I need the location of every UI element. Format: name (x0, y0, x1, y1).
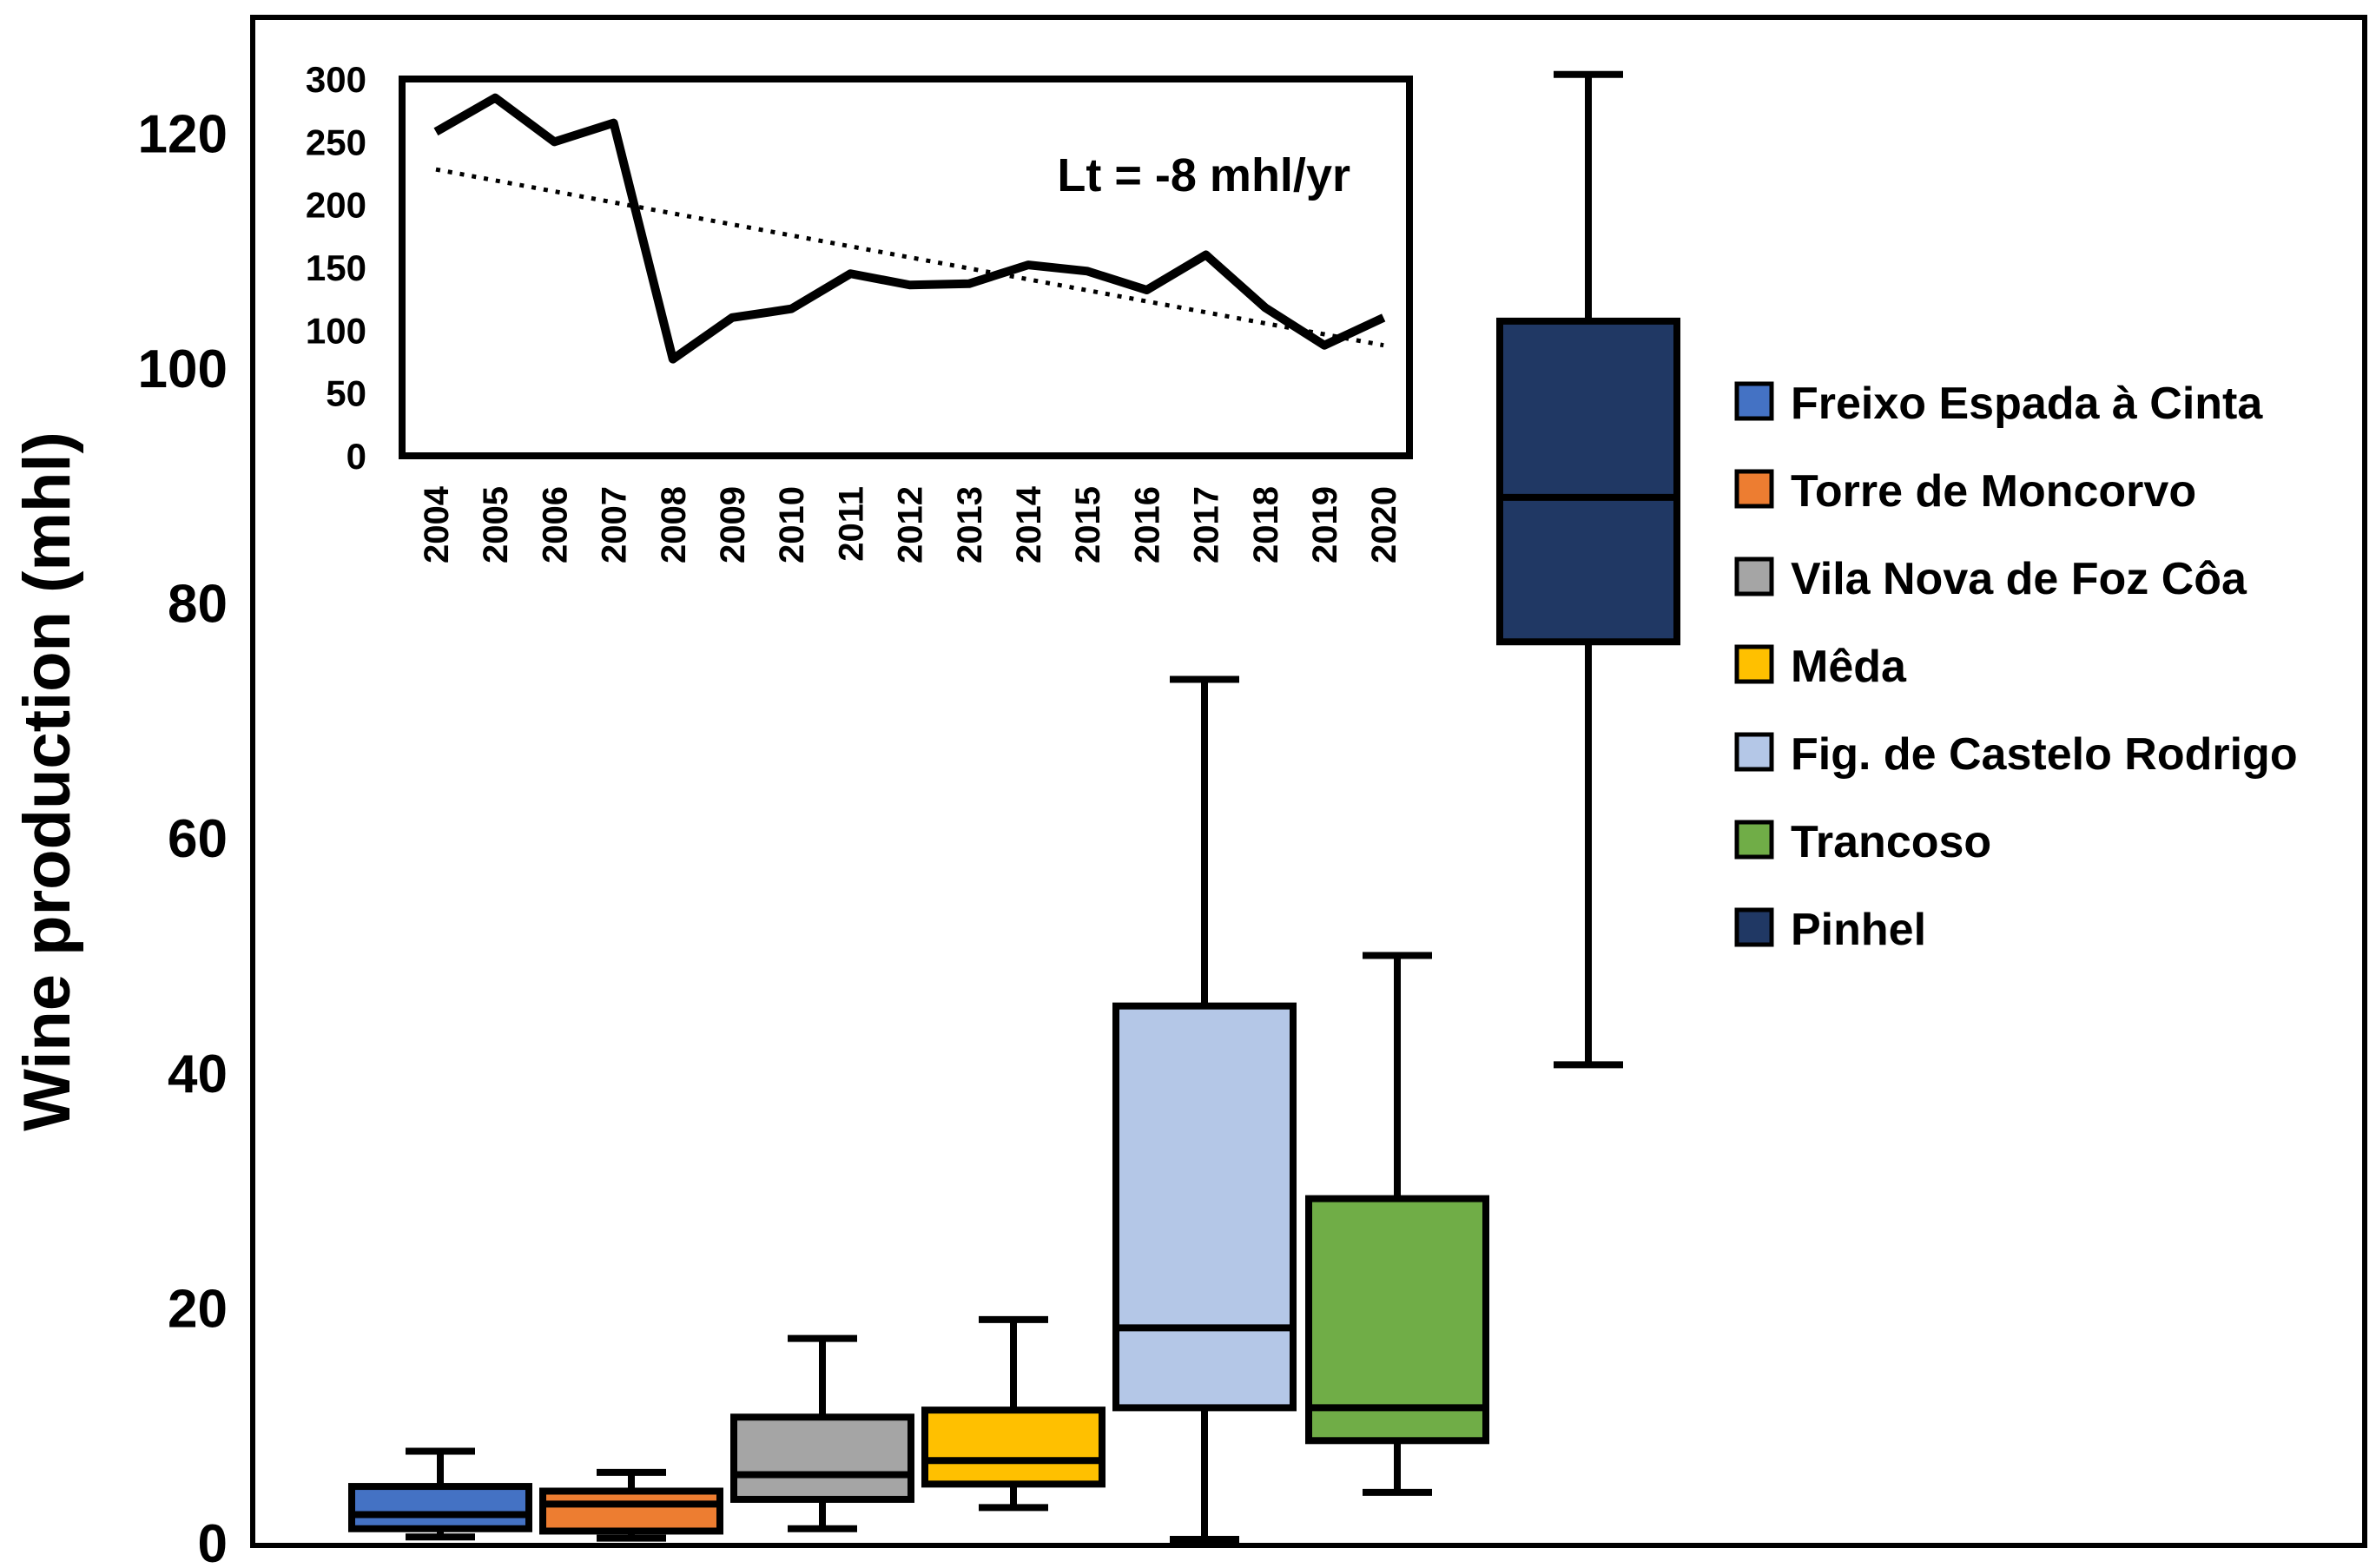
inset-x-tick-label: 2019 (1306, 486, 1344, 563)
legend: Freixo Espada à Cinta Torre de Moncorvo Vi… (1734, 379, 2298, 955)
box-plot-group (539, 1468, 723, 1542)
inset-x-tick-label: 2005 (477, 486, 515, 563)
inset-series-line (433, 93, 1386, 364)
inset-x-tick-label: 2006 (536, 486, 574, 563)
box-iqr (539, 1487, 723, 1535)
legend-swatch (1734, 644, 1774, 684)
box-plots (348, 70, 1680, 1543)
inset-x-tick-label: 2011 (832, 486, 870, 562)
box-plot-group (921, 1315, 1106, 1512)
legend-label: Fig. de Castelo Rodrigo (1791, 729, 2298, 780)
inset-x-tick-label: 2017 (1188, 486, 1226, 563)
inset-x-tick-label: 2004 (418, 485, 456, 563)
box-iqr (1305, 1195, 1489, 1445)
box-iqr (1112, 1002, 1297, 1412)
box-plot-group (348, 1447, 532, 1541)
inset-x-tick-label: 2018 (1247, 486, 1285, 563)
main-y-tick-label: 40 (168, 1044, 228, 1104)
main-y-tick-label: 0 (198, 1514, 228, 1568)
main-plot-frame (250, 15, 2367, 1548)
main-y-tick-label: 20 (168, 1279, 228, 1339)
box-plot-group (1305, 952, 1489, 1496)
inset-y-tick-label: 250 (306, 122, 366, 162)
inset-x-tick-label: 2015 (1069, 486, 1107, 563)
legend-label: Vila Nova de Foz Côa (1791, 554, 2247, 604)
inset-x-tick-label: 2014 (1010, 485, 1048, 563)
box-iqr (730, 1413, 914, 1503)
inset-x-tick-label: 2013 (951, 486, 989, 563)
legend-label: Trancoso (1791, 817, 1991, 867)
box-plot-group (1112, 675, 1297, 1543)
inset-y-axis: 0 50 100 150 200 250 300 (306, 59, 366, 477)
main-y-tick-label: 80 (168, 575, 228, 635)
inset-x-tick-label: 2010 (773, 486, 811, 563)
box-plot-group (1496, 70, 1680, 1069)
inset-y-tick-label: 150 (306, 247, 366, 288)
legend-swatch (1734, 469, 1774, 509)
legend-swatch (1734, 381, 1774, 421)
legend-swatch (1734, 732, 1774, 772)
inset-x-axis: 2004 2005 2006 2007 2008 2009 2010 2011 2012 2013… (418, 485, 1403, 563)
legend-label: Pinhel (1791, 905, 1926, 955)
inset-y-tick-label: 200 (306, 185, 366, 226)
inset-x-tick-label: 2009 (714, 486, 752, 563)
inset-x-tick-label: 2012 (892, 486, 930, 563)
main-y-tick-label: 60 (168, 809, 228, 869)
inset-y-tick-label: 50 (326, 373, 366, 414)
legend-swatch (1734, 907, 1774, 947)
legend-swatch (1734, 820, 1774, 860)
box-iqr (348, 1483, 532, 1532)
box-iqr (1496, 317, 1680, 646)
inset-y-tick-label: 300 (306, 59, 366, 100)
inset-trend-annotation: Lt = -8 mhl/yr (1057, 149, 1350, 201)
inset-y-tick-label: 100 (306, 310, 366, 351)
inset-plot-frame (399, 76, 1413, 459)
inset-y-tick-label: 0 (346, 436, 366, 477)
legend-label: Torre de Moncorvo (1791, 466, 2196, 517)
main-y-axis-label: Wine production (mhl) (10, 432, 84, 1131)
main-y-axis: 0 20 40 60 80 100 120 (138, 104, 228, 1568)
legend-swatch (1734, 557, 1774, 596)
inset-x-tick-label: 2007 (596, 486, 634, 563)
inset-trend-line (435, 167, 1384, 348)
box-plot-group (730, 1334, 914, 1532)
main-y-tick-label: 120 (138, 104, 228, 164)
inset-x-tick-label: 2016 (1128, 486, 1166, 563)
main-y-tick-label: 100 (138, 339, 228, 399)
box-iqr (921, 1407, 1106, 1488)
inset-x-tick-label: 2008 (655, 486, 693, 563)
legend-label: Freixo Espada à Cinta (1791, 379, 2263, 429)
legend-label: Mêda (1791, 642, 1907, 692)
inset-x-tick-label: 2020 (1365, 486, 1403, 563)
